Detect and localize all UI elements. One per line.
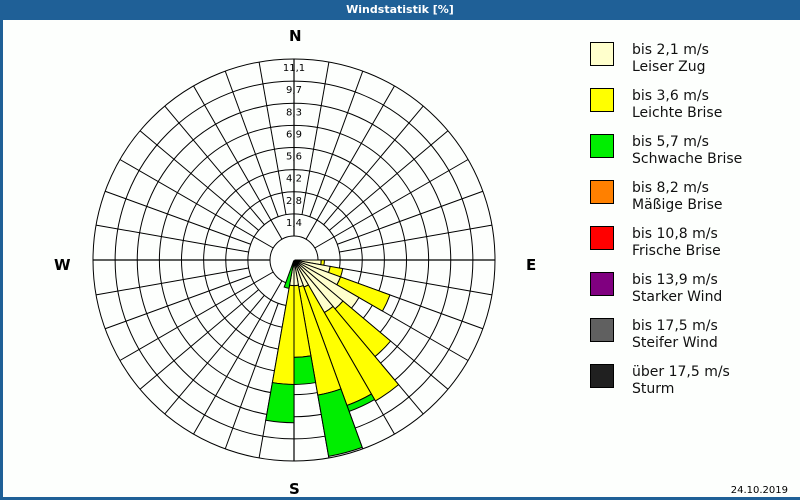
wind-sector-segment [336, 276, 391, 312]
window-title-bar: Windstatistik [%] [0, 0, 800, 20]
legend-speed: bis 17,5 m/s [632, 318, 718, 334]
legend-swatch-icon [590, 88, 614, 112]
wind-sector-segment [283, 260, 295, 289]
wind-sector-segment [323, 305, 400, 402]
radial-tick-label: 11,1 [283, 63, 305, 74]
legend-speed: bis 8,2 m/s [632, 180, 709, 196]
radial-tick-label: 9,7 [286, 85, 302, 96]
compass-south-label: S [289, 480, 300, 498]
legend-swatch-icon [590, 272, 614, 296]
legend-name: Steifer Wind [632, 335, 718, 351]
wind-sector-segment [271, 284, 295, 385]
legend-speed: über 17,5 m/s [632, 364, 730, 380]
radial-tick-label: 4,2 [286, 174, 302, 185]
legend-swatch-icon [590, 134, 614, 158]
legend-speed: bis 2,1 m/s [632, 42, 709, 58]
chart-title: Windstatistik [%] [346, 3, 454, 16]
compass-east-label: E [526, 256, 537, 274]
legend-name: Leichte Brise [632, 105, 723, 121]
legend-speed: bis 10,8 m/s [632, 226, 718, 242]
legend-name: Starker Wind [632, 289, 723, 305]
legend-speed: bis 3,6 m/s [632, 88, 709, 104]
legend-name: Mäßige Brise [632, 197, 723, 213]
wind-sector-segment [317, 388, 363, 457]
legend-swatch-icon [590, 226, 614, 250]
radial-tick-label: 6,9 [286, 129, 302, 140]
legend-speed: bis 5,7 m/s [632, 134, 709, 150]
chart-frame [0, 20, 800, 500]
compass-west-label: W [54, 256, 71, 274]
legend-swatch-icon [590, 180, 614, 204]
radial-tick-label: 5,6 [286, 152, 302, 163]
legend-swatch-icon [590, 364, 614, 388]
radial-tick-label: 2,8 [286, 196, 302, 207]
radial-tick-label: 1,4 [286, 218, 302, 229]
legend-name: Frische Brise [632, 243, 721, 259]
legend-speed: bis 13,9 m/s [632, 272, 718, 288]
legend-name: Schwache Brise [632, 151, 743, 167]
date-stamp: 24.10.2019 [730, 485, 788, 496]
legend-name: Leiser Zug [632, 59, 706, 75]
legend-swatch-icon [590, 42, 614, 66]
radial-tick-label: 8,3 [286, 107, 302, 118]
compass-north-label: N [289, 27, 302, 45]
wind-sector-segment [265, 381, 295, 424]
legend-name: Sturm [632, 381, 675, 397]
legend-swatch-icon [590, 318, 614, 342]
